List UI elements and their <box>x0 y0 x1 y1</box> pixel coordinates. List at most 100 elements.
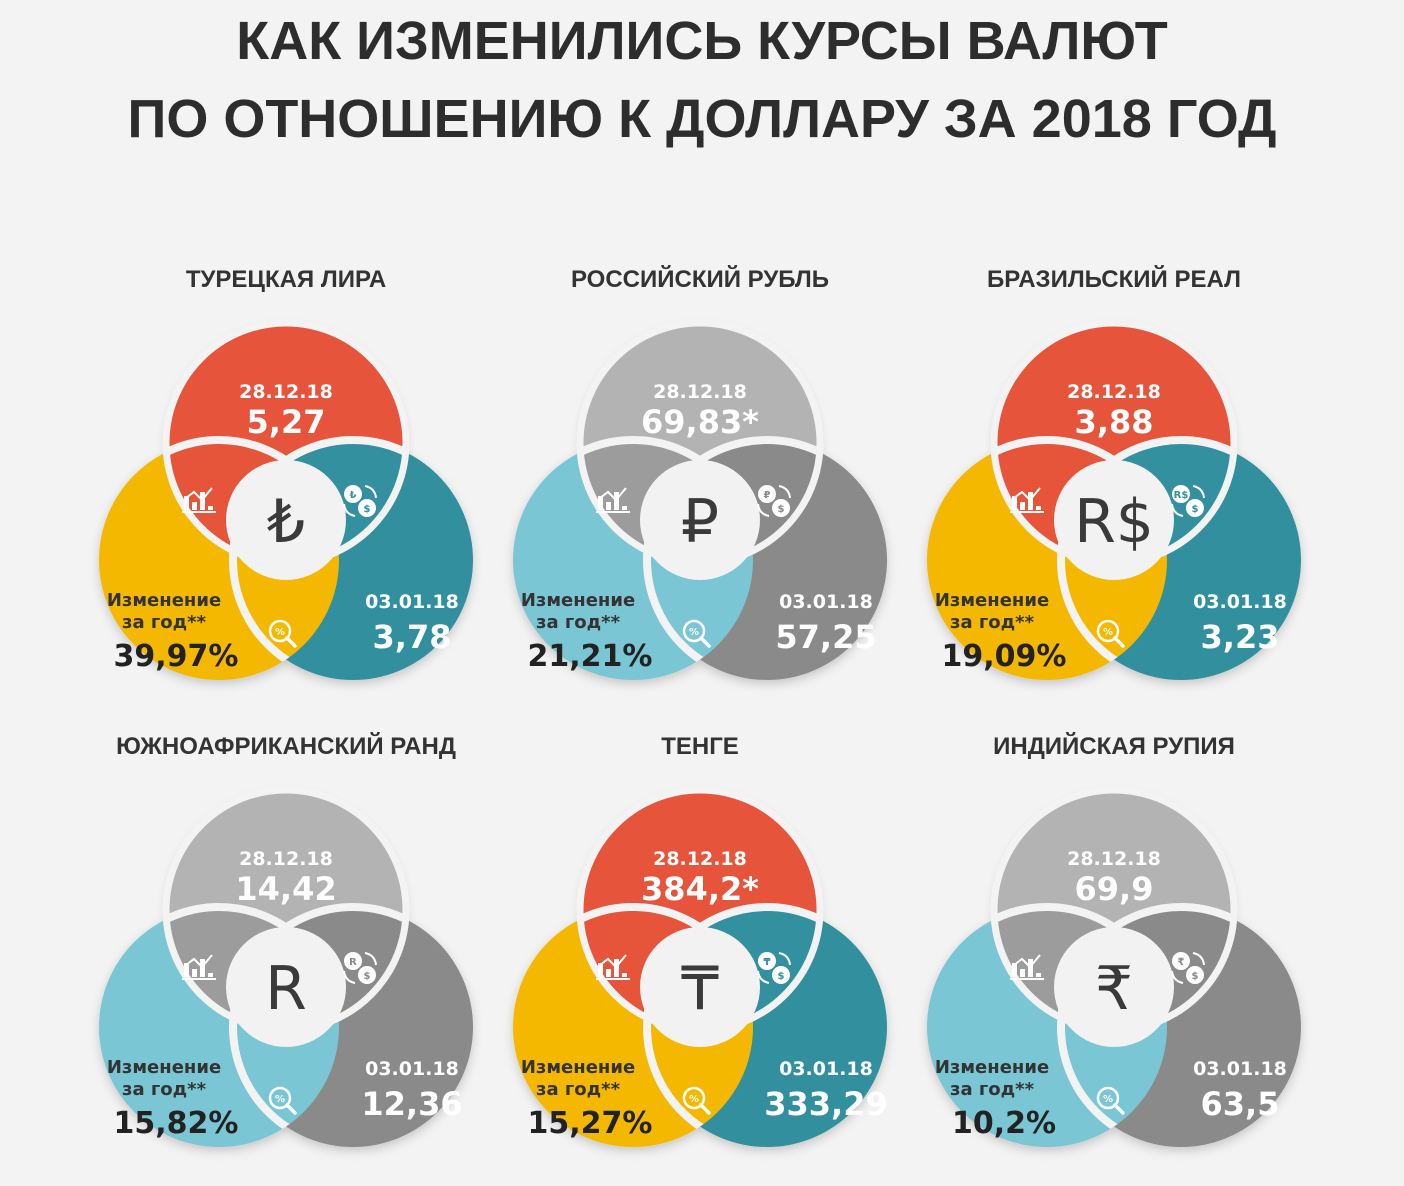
panel-title: ИНДИЙСКАЯ РУПИЯ <box>993 733 1235 760</box>
change-label-sub: за год** <box>950 1079 1035 1100</box>
start-rate-value: 333,29 <box>764 1085 887 1123</box>
svg-text:%: % <box>689 627 699 638</box>
panel-title: БРАЗИЛЬСКИЙ РЕАЛ <box>987 266 1241 293</box>
bar-chart-icon <box>1010 487 1044 513</box>
change-value: 19,09% <box>942 639 1067 674</box>
bar-chart-icon <box>1010 954 1044 980</box>
start-date: 03.01.18 <box>1193 1058 1287 1080</box>
bar-chart-icon <box>182 487 216 513</box>
currency-symbol: R <box>265 954 307 1024</box>
percent-magnifier-icon: % <box>268 1086 297 1115</box>
change-label-sub: за год** <box>536 1079 621 1100</box>
svg-text:$: $ <box>364 971 371 982</box>
end-date: 28.12.18 <box>1067 848 1161 870</box>
end-date: 28.12.18 <box>653 848 747 870</box>
change-label: Изменение <box>521 1057 635 1078</box>
svg-text:₽: ₽ <box>764 490 771 501</box>
percent-magnifier-icon: % <box>682 619 711 648</box>
currency-symbol: ₸ <box>681 954 719 1024</box>
change-label: Изменение <box>107 1057 221 1078</box>
change-label-sub: за год** <box>950 612 1035 633</box>
main-title-line-1: КАК ИЗМЕНИЛИСЬ КУРСЫ ВАЛЮТ <box>236 11 1168 71</box>
center-disc <box>1054 460 1174 580</box>
svg-text:R: R <box>349 957 357 968</box>
currency-symbol: ₺ <box>267 487 305 557</box>
change-label: Изменение <box>107 590 221 611</box>
change-label: Изменение <box>935 590 1049 611</box>
percent-magnifier-icon: % <box>1096 619 1125 648</box>
svg-text:%: % <box>689 1094 699 1105</box>
main-title-line-2: ПО ОТНОШЕНИЮ К ДОЛЛАРУ ЗА 2018 ГОД <box>127 89 1277 149</box>
end-rate-value: 3,88 <box>1075 403 1154 441</box>
percent-magnifier-icon: % <box>268 619 297 648</box>
panel-title: ТУРЕЦКАЯ ЛИРА <box>185 266 387 293</box>
currency-exchange-icon: ₹$ <box>1171 952 1205 984</box>
currency-exchange-icon: ₽$ <box>757 485 791 517</box>
currency-symbol: ₽ <box>681 487 719 557</box>
svg-text:$: $ <box>778 504 785 515</box>
svg-text:$: $ <box>778 971 785 982</box>
svg-text:$: $ <box>1192 971 1199 982</box>
percent-magnifier-icon: % <box>1096 1086 1125 1115</box>
bar-chart-icon <box>596 954 630 980</box>
bar-chart-icon <box>182 954 216 980</box>
change-label: Изменение <box>935 1057 1049 1078</box>
end-rate-value: 5,27 <box>247 403 326 441</box>
end-date: 28.12.18 <box>1067 381 1161 403</box>
change-label-sub: за год** <box>122 1079 207 1100</box>
currency-symbol: R$ <box>1074 487 1154 557</box>
end-date: 28.12.18 <box>653 381 747 403</box>
panel-title: ТЕНГЕ <box>661 733 739 760</box>
change-value: 15,27% <box>528 1106 653 1141</box>
currency-exchange-icon: R$$ <box>1171 485 1205 517</box>
svg-text:R$: R$ <box>1174 490 1189 501</box>
panel-title: РОССИЙСКИЙ РУБЛЬ <box>570 266 830 293</box>
end-rate-value: 384,2* <box>641 870 759 908</box>
center-disc <box>226 927 346 1047</box>
start-rate-value: 57,25 <box>775 618 876 656</box>
center-disc <box>640 927 760 1047</box>
change-label-sub: за год** <box>122 612 207 633</box>
start-rate-value: 63,5 <box>1201 1085 1280 1123</box>
svg-text:%: % <box>1103 627 1113 638</box>
svg-text:₺: ₺ <box>350 490 357 501</box>
end-date: 28.12.18 <box>239 848 333 870</box>
bar-chart-icon <box>596 487 630 513</box>
start-date: 03.01.18 <box>779 1058 873 1080</box>
start-rate-value: 3,23 <box>1201 618 1280 656</box>
svg-text:%: % <box>1103 1094 1113 1105</box>
end-rate-value: 14,42 <box>235 870 336 908</box>
currency-exchange-icon: ₸$ <box>757 952 791 984</box>
change-label-sub: за год** <box>536 612 621 633</box>
end-rate-value: 69,83* <box>641 403 759 441</box>
panel-title: ЮЖНОАФРИКАНСКИЙ РАНД <box>116 733 456 760</box>
center-disc <box>640 460 760 580</box>
currency-exchange-icon: R$ <box>343 952 377 984</box>
center-disc <box>226 460 346 580</box>
change-label: Изменение <box>521 590 635 611</box>
start-date: 03.01.18 <box>365 591 459 613</box>
svg-text:%: % <box>275 1094 285 1105</box>
start-date: 03.01.18 <box>779 591 873 613</box>
end-rate-value: 69,9 <box>1075 870 1154 908</box>
svg-text:%: % <box>275 627 285 638</box>
percent-magnifier-icon: % <box>682 1086 711 1115</box>
end-date: 28.12.18 <box>239 381 333 403</box>
start-date: 03.01.18 <box>1193 591 1287 613</box>
svg-text:₸: ₸ <box>764 957 771 968</box>
change-value: 15,82% <box>114 1106 239 1141</box>
change-value: 10,2% <box>952 1106 1056 1141</box>
start-rate-value: 12,36 <box>361 1085 462 1123</box>
start-date: 03.01.18 <box>365 1058 459 1080</box>
change-value: 21,21% <box>528 639 653 674</box>
svg-text:$: $ <box>364 504 371 515</box>
center-disc <box>1054 927 1174 1047</box>
currency-exchange-icon: ₺$ <box>343 485 377 517</box>
start-rate-value: 3,78 <box>373 618 452 656</box>
